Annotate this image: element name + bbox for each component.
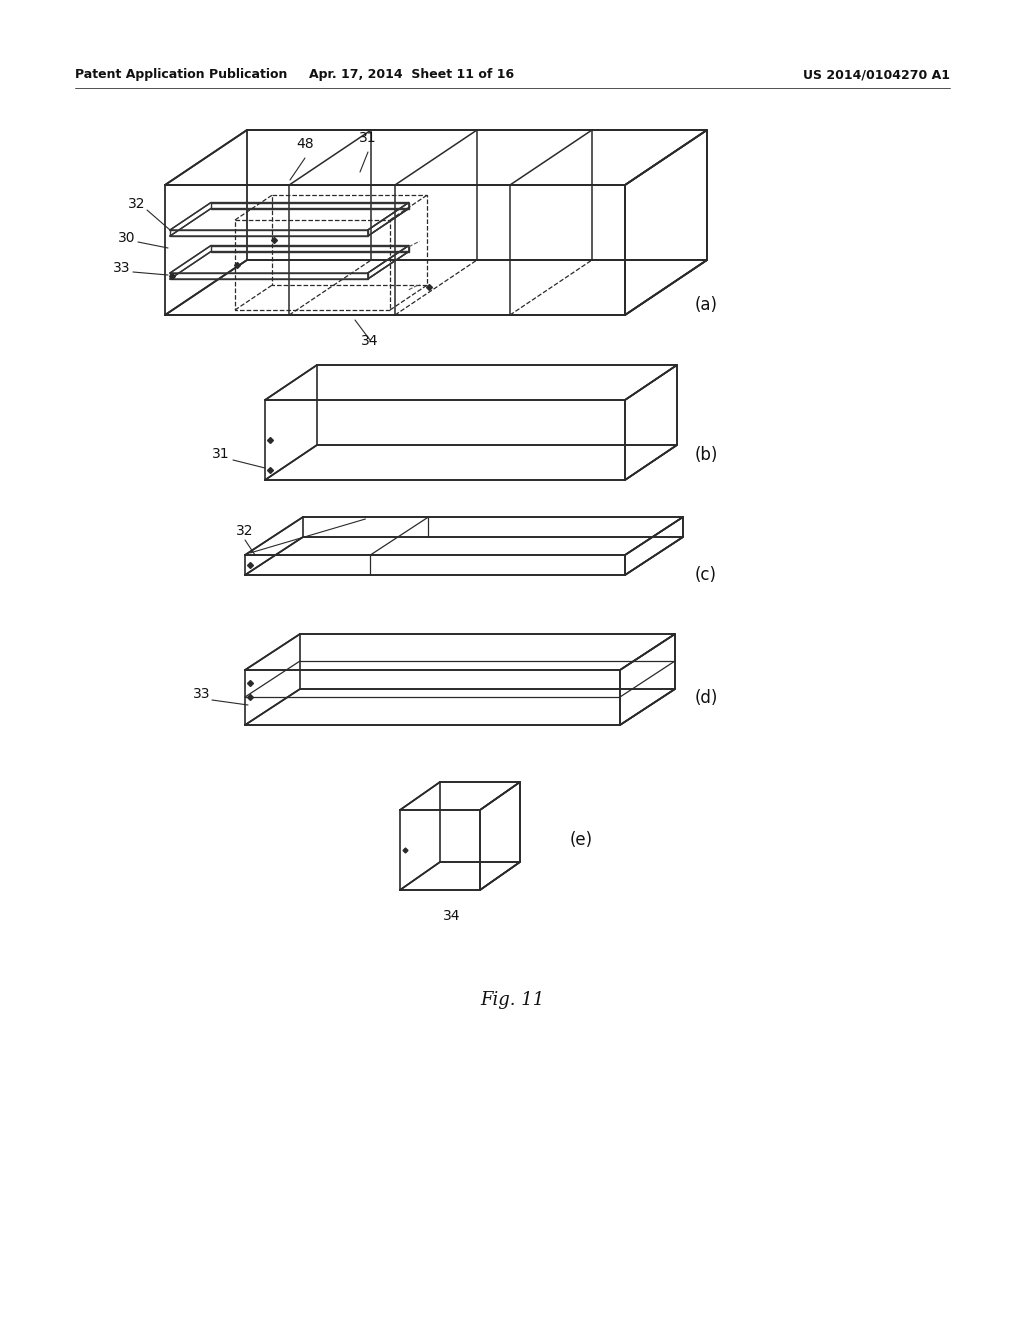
Text: (c): (c): [695, 566, 717, 583]
Text: 30: 30: [118, 231, 135, 246]
Text: (d): (d): [695, 689, 719, 708]
Text: 48: 48: [296, 137, 313, 150]
Text: 33: 33: [113, 261, 130, 275]
Text: (a): (a): [695, 296, 718, 314]
Text: 32: 32: [128, 197, 145, 211]
Text: Fig. 11: Fig. 11: [480, 991, 544, 1008]
Text: 34: 34: [361, 334, 379, 348]
Text: 31: 31: [359, 131, 377, 145]
Text: Apr. 17, 2014  Sheet 11 of 16: Apr. 17, 2014 Sheet 11 of 16: [309, 69, 515, 81]
Text: 33: 33: [193, 686, 210, 701]
Text: 32: 32: [237, 524, 254, 539]
Text: (b): (b): [695, 446, 719, 465]
Text: (e): (e): [570, 832, 593, 849]
Text: 34: 34: [443, 909, 461, 923]
Text: 31: 31: [212, 447, 230, 461]
Text: US 2014/0104270 A1: US 2014/0104270 A1: [803, 69, 950, 81]
Text: Patent Application Publication: Patent Application Publication: [75, 69, 288, 81]
